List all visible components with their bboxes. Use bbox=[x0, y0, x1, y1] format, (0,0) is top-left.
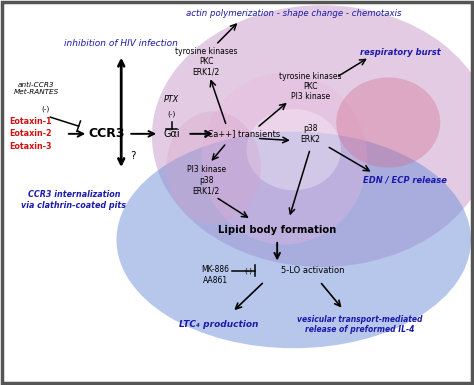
Text: anti-CCR3
Met-RANTES: anti-CCR3 Met-RANTES bbox=[14, 82, 59, 95]
Text: (-): (-) bbox=[245, 267, 253, 274]
Text: [Ca++] transients: [Ca++] transients bbox=[204, 129, 280, 138]
Text: Eotaxin-2: Eotaxin-2 bbox=[9, 129, 52, 138]
Text: ?: ? bbox=[130, 151, 136, 161]
Text: (-): (-) bbox=[41, 106, 50, 112]
Ellipse shape bbox=[152, 5, 474, 267]
Text: LTC₄ production: LTC₄ production bbox=[179, 320, 259, 329]
Text: actin polymerization - shape change - chemotaxis: actin polymerization - shape change - ch… bbox=[186, 9, 401, 18]
Text: vesicular transport-mediated
release of preformed IL-4: vesicular transport-mediated release of … bbox=[297, 315, 423, 335]
Text: Eotaxin-1: Eotaxin-1 bbox=[9, 117, 52, 126]
Text: Lipid body formation: Lipid body formation bbox=[218, 225, 336, 235]
Text: PI3 kinase
p38
ERK1/2: PI3 kinase p38 ERK1/2 bbox=[187, 166, 226, 195]
Ellipse shape bbox=[166, 111, 261, 224]
Text: Gαi: Gαi bbox=[164, 129, 180, 139]
Ellipse shape bbox=[201, 73, 367, 244]
Text: p38
ERK2: p38 ERK2 bbox=[301, 124, 320, 144]
Text: respiratory burst: respiratory burst bbox=[360, 48, 440, 57]
Text: (-): (-) bbox=[168, 110, 176, 117]
Ellipse shape bbox=[117, 132, 471, 348]
Ellipse shape bbox=[336, 77, 440, 168]
Text: inhibition of HIV infection: inhibition of HIV infection bbox=[64, 39, 178, 48]
Text: CCR3 internalization
via clathrin-coated pits: CCR3 internalization via clathrin-coated… bbox=[21, 191, 127, 210]
Text: Eotaxin-3: Eotaxin-3 bbox=[9, 142, 52, 151]
Ellipse shape bbox=[246, 109, 341, 190]
Text: 5-LO activation: 5-LO activation bbox=[281, 266, 345, 275]
Text: EDN / ECP release: EDN / ECP release bbox=[363, 176, 447, 185]
Text: tyrosine kinases
PKC
PI3 kinase: tyrosine kinases PKC PI3 kinase bbox=[279, 72, 341, 101]
Text: tyrosine kinases
PKC
ERK1/2: tyrosine kinases PKC ERK1/2 bbox=[175, 47, 237, 77]
Text: PTX: PTX bbox=[164, 95, 179, 104]
Text: MK-886
AA861: MK-886 AA861 bbox=[202, 265, 230, 285]
Text: CCR3: CCR3 bbox=[89, 127, 125, 140]
